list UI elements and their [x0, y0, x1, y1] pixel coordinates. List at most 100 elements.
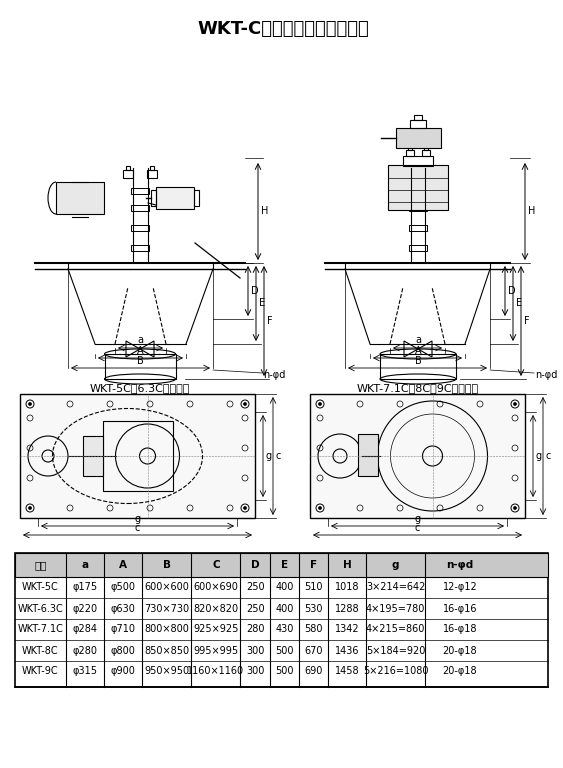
- Bar: [56, 182, 104, 214]
- Text: g: g: [135, 514, 141, 524]
- Text: 20-φ18: 20-φ18: [443, 667, 477, 677]
- Text: WKT-9C: WKT-9C: [22, 667, 59, 677]
- Text: 280: 280: [246, 624, 265, 634]
- Text: WKT-7.1C: WKT-7.1C: [17, 624, 63, 634]
- Circle shape: [513, 507, 516, 509]
- Bar: [380, 354, 456, 379]
- Text: φ280: φ280: [72, 645, 97, 656]
- Text: 510: 510: [305, 582, 323, 592]
- Text: g: g: [536, 451, 542, 461]
- Text: WKT-5C: WKT-5C: [22, 582, 59, 592]
- Bar: [409, 225, 427, 231]
- Text: 300: 300: [246, 645, 264, 656]
- Text: E: E: [281, 560, 288, 570]
- Bar: [131, 245, 149, 251]
- Polygon shape: [140, 341, 154, 357]
- Circle shape: [244, 507, 247, 509]
- Text: 800×800: 800×800: [145, 624, 189, 634]
- Text: 600×690: 600×690: [194, 582, 238, 592]
- Text: c: c: [546, 451, 551, 461]
- Text: 400: 400: [275, 582, 294, 592]
- Bar: [131, 225, 149, 231]
- Text: 5×184=920: 5×184=920: [366, 645, 425, 656]
- Text: 16-φ18: 16-φ18: [443, 624, 477, 634]
- Text: φ900: φ900: [111, 667, 136, 677]
- Text: A: A: [137, 346, 144, 356]
- Text: WKT-6.3C: WKT-6.3C: [17, 604, 63, 614]
- Text: WKT-7.1C、8C、9C外形尺寸: WKT-7.1C、8C、9C外形尺寸: [357, 383, 479, 393]
- Bar: [388, 165, 448, 210]
- Text: F: F: [310, 560, 318, 570]
- Bar: [131, 205, 149, 211]
- Text: WKT-C型热循环风机外形尺寸: WKT-C型热循环风机外形尺寸: [197, 20, 369, 38]
- Bar: [409, 205, 427, 211]
- Text: 1160×1160: 1160×1160: [187, 667, 244, 677]
- Text: A: A: [119, 560, 127, 570]
- Text: 400: 400: [275, 604, 294, 614]
- Text: F: F: [524, 316, 530, 326]
- Text: φ175: φ175: [72, 582, 97, 592]
- Bar: [15, 553, 548, 577]
- Bar: [424, 146, 428, 150]
- Bar: [123, 170, 133, 178]
- Circle shape: [513, 402, 516, 406]
- Bar: [131, 188, 149, 194]
- Text: 530: 530: [305, 604, 323, 614]
- Circle shape: [244, 402, 247, 406]
- Text: D: D: [251, 560, 260, 570]
- Polygon shape: [418, 341, 432, 357]
- Circle shape: [319, 507, 321, 509]
- Text: WKT-8C: WKT-8C: [22, 645, 59, 656]
- Text: c: c: [276, 451, 282, 461]
- Text: φ710: φ710: [111, 624, 136, 634]
- Text: D: D: [508, 286, 516, 296]
- Bar: [310, 394, 525, 518]
- Bar: [156, 187, 194, 209]
- Text: 850×850: 850×850: [144, 645, 190, 656]
- Text: D: D: [251, 286, 258, 296]
- Text: C: C: [212, 560, 220, 570]
- Text: 1288: 1288: [335, 604, 359, 614]
- Bar: [414, 115, 422, 120]
- Text: 950×950: 950×950: [144, 667, 190, 677]
- Bar: [409, 188, 427, 194]
- Bar: [126, 166, 130, 170]
- Text: 20-φ18: 20-φ18: [443, 645, 477, 656]
- Text: F: F: [267, 316, 272, 326]
- Text: φ220: φ220: [72, 604, 97, 614]
- Polygon shape: [404, 341, 418, 357]
- Text: 580: 580: [305, 624, 323, 634]
- Bar: [83, 436, 102, 476]
- Text: H: H: [261, 207, 269, 217]
- Text: c: c: [135, 523, 140, 533]
- Text: φ315: φ315: [72, 667, 97, 677]
- Bar: [422, 150, 430, 156]
- Text: 型号: 型号: [34, 560, 47, 570]
- Text: n-φd: n-φd: [263, 370, 285, 380]
- Text: B: B: [163, 560, 171, 570]
- Text: 300: 300: [246, 667, 264, 677]
- Text: 690: 690: [305, 667, 323, 677]
- Text: H: H: [528, 207, 535, 217]
- Text: A: A: [415, 346, 421, 356]
- Bar: [358, 434, 378, 476]
- Text: φ500: φ500: [111, 582, 136, 592]
- Text: B: B: [137, 356, 144, 366]
- Bar: [409, 245, 427, 251]
- Text: 1458: 1458: [335, 667, 359, 677]
- Text: 500: 500: [275, 645, 294, 656]
- Bar: [150, 166, 154, 170]
- Text: 12-φ12: 12-φ12: [443, 582, 477, 592]
- Text: 4×215=860: 4×215=860: [366, 624, 425, 634]
- Bar: [105, 354, 176, 379]
- Text: WKT-5C、6.3C外形尺寸: WKT-5C、6.3C外形尺寸: [90, 383, 190, 393]
- Text: a: a: [137, 335, 143, 345]
- Text: 995×995: 995×995: [193, 645, 239, 656]
- Circle shape: [29, 402, 32, 406]
- Text: 500: 500: [275, 667, 294, 677]
- Text: 4×195=780: 4×195=780: [366, 604, 425, 614]
- Bar: [396, 128, 441, 148]
- Text: E: E: [259, 299, 265, 309]
- Text: g: g: [392, 560, 399, 570]
- Text: 600×600: 600×600: [145, 582, 189, 592]
